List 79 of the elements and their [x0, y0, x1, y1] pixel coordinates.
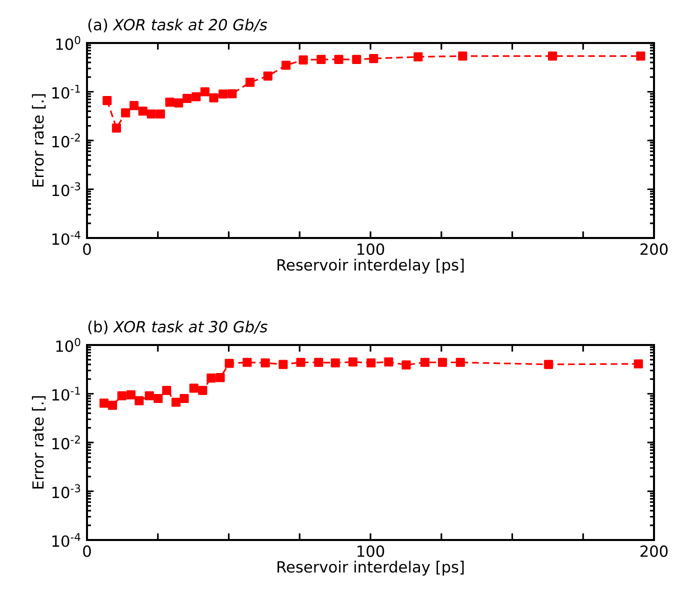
- point: [146, 109, 156, 119]
- point: [165, 98, 174, 107]
- point: [182, 94, 192, 103]
- point: [206, 374, 216, 383]
- point: [548, 52, 558, 61]
- y-tick-label: 10$^{0}$: [56, 36, 80, 50]
- point: [216, 373, 225, 382]
- chart-title: (a) XOR task at 20 Gb/s: [88, 18, 268, 32]
- point: [189, 384, 198, 393]
- point: [130, 101, 139, 110]
- y-tick-label: 10$^{-1}$: [52, 84, 80, 99]
- point: [314, 358, 324, 367]
- y-axis-title: Error rate [.]: [32, 94, 46, 187]
- point: [209, 93, 218, 102]
- point: [296, 358, 306, 367]
- x-tick-label: 100: [358, 545, 384, 557]
- point: [162, 386, 172, 395]
- x-axis-title: Reservoir interdelay [ps]: [278, 560, 464, 576]
- point: [348, 357, 358, 366]
- point: [138, 106, 148, 116]
- point: [281, 60, 291, 70]
- x-tick-label: 200: [640, 243, 668, 255]
- point: [245, 78, 255, 87]
- point: [171, 398, 181, 407]
- point: [108, 400, 118, 410]
- point: [369, 54, 378, 64]
- point: [414, 52, 423, 62]
- point: [121, 108, 130, 118]
- point: [384, 357, 394, 366]
- point: [420, 358, 430, 367]
- point: [298, 55, 308, 64]
- point: [458, 52, 468, 61]
- point: [134, 396, 144, 406]
- point: [180, 394, 189, 404]
- x-tick-label: 200: [640, 545, 668, 557]
- y-tick-label: 10$^{0}$: [56, 338, 80, 352]
- point: [218, 89, 228, 99]
- point: [366, 358, 376, 368]
- point: [544, 360, 554, 369]
- point: [156, 109, 165, 119]
- y-tick-label: 10$^{-4}$: [52, 231, 80, 245]
- point: [402, 360, 411, 370]
- y-tick-label: 10$^{-1}$: [52, 386, 80, 401]
- y-tick-label: 10$^{-3}$: [52, 182, 80, 196]
- chart-title: (b) XOR task at 30 Gb/s: [88, 320, 268, 334]
- point: [242, 358, 252, 367]
- point: [102, 96, 112, 106]
- point: [200, 87, 210, 96]
- point: [636, 52, 646, 61]
- point: [263, 72, 272, 81]
- y-tick-label: 10$^{-3}$: [52, 484, 80, 498]
- x-tick-label: 100: [358, 243, 384, 255]
- point: [634, 359, 643, 368]
- point: [330, 358, 340, 368]
- point: [117, 391, 126, 400]
- point: [316, 54, 326, 64]
- y-tick-label: 10$^{-2}$: [52, 436, 80, 450]
- point: [278, 360, 288, 369]
- point: [126, 390, 136, 400]
- y-tick-label: 10$^{-4}$: [52, 533, 80, 547]
- point: [154, 394, 163, 404]
- point: [334, 54, 344, 64]
- point: [198, 386, 208, 395]
- x-tick-label: 0: [83, 545, 91, 557]
- point: [260, 358, 270, 368]
- y-axis-title: Error rate [.]: [32, 396, 46, 489]
- point: [456, 358, 465, 367]
- point: [192, 92, 201, 102]
- point: [224, 358, 234, 368]
- point: [438, 358, 448, 367]
- point: [112, 124, 122, 133]
- point: [174, 98, 184, 108]
- y-tick-label: 10$^{-2}$: [52, 134, 80, 148]
- point: [144, 391, 154, 400]
- point: [352, 54, 362, 64]
- x-tick-label: 0: [83, 243, 91, 255]
- point: [228, 89, 237, 98]
- point: [99, 398, 109, 408]
- x-axis-title: Reservoir interdelay [ps]: [278, 258, 464, 274]
